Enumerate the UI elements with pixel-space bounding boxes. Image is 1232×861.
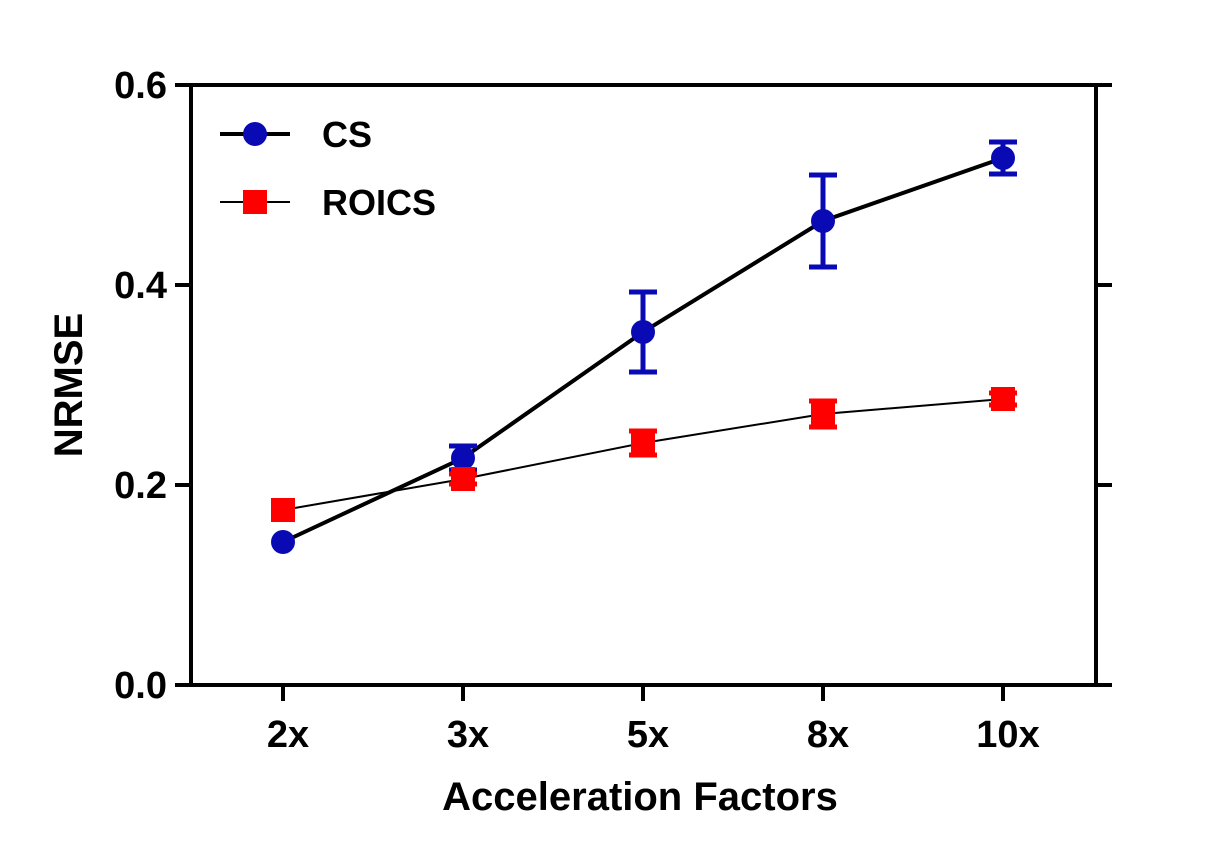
x-axis-title: Acceleration Factors <box>442 775 838 819</box>
data-point <box>451 467 475 491</box>
legend-item-cs: CS <box>220 114 372 155</box>
data-point <box>271 498 295 522</box>
y-tick-label: 0.4 <box>114 265 167 307</box>
legend-marker <box>243 190 267 214</box>
legend-label: CS <box>322 114 372 155</box>
y-axis-title: NRMSE <box>47 313 91 457</box>
legend-item-roics: ROICS <box>220 182 436 223</box>
data-point <box>631 320 655 344</box>
x-axis: 2x 3x 5x 8x 10x <box>267 685 1040 756</box>
y-tick-label: 0.6 <box>114 65 167 107</box>
series-roics <box>271 387 1017 522</box>
data-point <box>991 146 1015 170</box>
legend-label: ROICS <box>322 182 436 223</box>
legend: CS ROICS <box>220 114 436 223</box>
series-cs <box>271 139 1017 554</box>
legend-marker <box>243 122 267 146</box>
data-point <box>811 402 835 426</box>
data-point <box>631 431 655 455</box>
x-tick-label: 3x <box>447 714 489 756</box>
y-tick-label: 0.0 <box>114 665 167 707</box>
data-point <box>271 530 295 554</box>
y-tick-label: 0.2 <box>114 465 167 507</box>
data-point <box>451 446 475 470</box>
series-layer <box>271 139 1017 554</box>
data-point <box>991 387 1015 411</box>
x-tick-label: 8x <box>807 714 849 756</box>
y-axis: 0.0 0.2 0.4 0.6 <box>114 65 1112 707</box>
x-tick-label: 10x <box>976 714 1039 756</box>
x-tick-label: 2x <box>267 714 309 756</box>
x-tick-label: 5x <box>627 714 669 756</box>
data-point <box>811 209 835 233</box>
